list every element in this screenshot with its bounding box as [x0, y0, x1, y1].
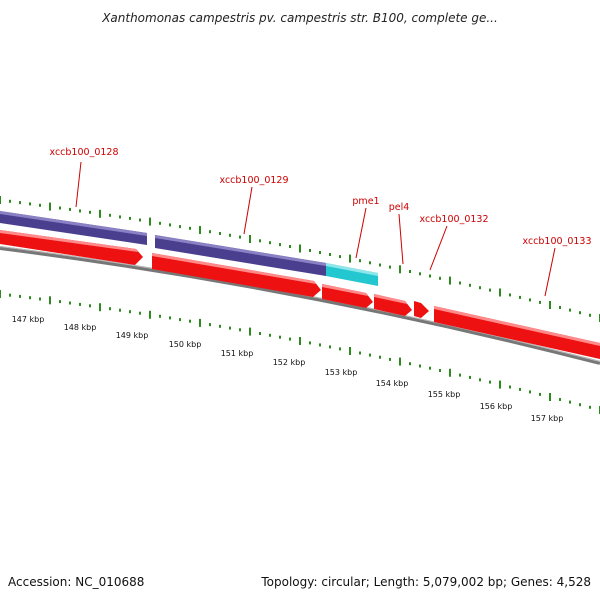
- leader-line: [243, 186, 253, 235]
- kbp-label: 151 kbp: [221, 349, 254, 358]
- gene-feature-xccb100-0129-shine: [155, 235, 326, 266]
- leader-line: [75, 161, 82, 208]
- gene-arrow-xccb100-0133[interactable]: [434, 306, 600, 359]
- scale-tick-row: [0, 290, 600, 414]
- gene-label-pel4[interactable]: pel4: [389, 202, 410, 213]
- leader-line: [355, 207, 367, 259]
- gene-label-xccb100-0129[interactable]: xccb100_0129: [220, 175, 289, 186]
- kbp-label: 155 kbp: [428, 390, 461, 399]
- leader-line: [544, 247, 556, 297]
- forward-strand-features: [0, 211, 378, 286]
- gene-arrow-pme1-shine: [322, 284, 368, 296]
- gene-label-xccb100-0128[interactable]: xccb100_0128: [50, 147, 119, 158]
- gene-label-pme1[interactable]: pme1: [352, 196, 379, 207]
- gene-feature-xccb100-0129[interactable]: [155, 235, 326, 276]
- gene-arrow-pme1[interactable]: [322, 284, 373, 308]
- gene-arrow-pel4-shine: [374, 294, 407, 304]
- kbp-label: 150 kbp: [169, 340, 202, 349]
- gene-feature-pme1-shine: [326, 263, 378, 276]
- leader-line: [398, 213, 404, 265]
- genome-backbone: [0, 246, 600, 365]
- kbp-label: 156 kbp: [480, 402, 513, 411]
- kbp-label: 154 kbp: [376, 379, 409, 388]
- kbp-label: 149 kbp: [116, 331, 149, 340]
- gene-arrow-xccb100-0132[interactable]: [414, 301, 429, 318]
- forward-tick-row: [0, 196, 600, 322]
- reverse-strand-features: [0, 230, 600, 359]
- kbp-label: 152 kbp: [273, 358, 306, 367]
- gene-label-layer: xccb100_0128 xccb100_0129 pme1 pel4 xccb…: [50, 147, 592, 297]
- gene-arrow-2-shine: [152, 253, 316, 284]
- gene-label-xccb100-0132[interactable]: xccb100_0132: [420, 214, 489, 225]
- gene-arrow-pel4[interactable]: [374, 294, 412, 316]
- genome-summary-label: Topology: circular; Length: 5,079,002 bp…: [261, 575, 591, 589]
- map-title: Xanthomonas campestris pv. campestris st…: [102, 11, 498, 25]
- gene-arrow-1[interactable]: [0, 230, 143, 265]
- gene-arrow-1-shine: [0, 230, 138, 252]
- gene-feature-pme1[interactable]: [326, 263, 378, 286]
- kbp-label: 147 kbp: [12, 315, 45, 324]
- gene-arrow-2[interactable]: [152, 253, 321, 297]
- kbp-scale-labels: 147 kbp 148 kbp 149 kbp 150 kbp 151 kbp …: [12, 315, 564, 423]
- kbp-label: 148 kbp: [64, 323, 97, 332]
- accession-label: Accession: NC_010688: [8, 575, 145, 589]
- kbp-label: 153 kbp: [325, 368, 358, 377]
- gene-label-xccb100-0133[interactable]: xccb100_0133: [523, 236, 592, 247]
- leader-line: [429, 225, 448, 271]
- gene-arrow-xccb100-0133-shine: [434, 306, 600, 346]
- gene-feature-xccb100-0128-shine: [0, 211, 147, 236]
- kbp-label: 157 kbp: [531, 414, 564, 423]
